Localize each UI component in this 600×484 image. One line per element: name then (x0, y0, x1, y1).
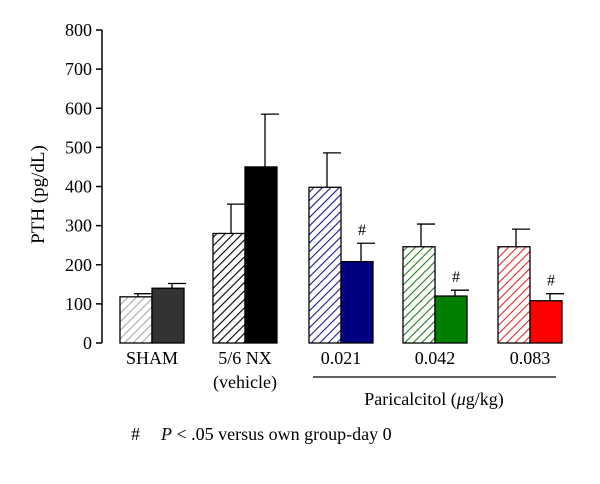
y-tick-label: 400 (65, 177, 92, 197)
footnote: # P < .05 versus own group-day 0 (131, 424, 392, 445)
bar (244, 166, 278, 344)
y-tick-label: 700 (65, 59, 92, 79)
paricalcitol-label: Paricalcitol (μg/kg) (364, 389, 504, 410)
footnote-symbol: # (131, 424, 140, 444)
y-tick-label: 800 (65, 20, 92, 40)
x-category-label: 5/6 NX (218, 348, 272, 368)
y-tick-label: 0 (83, 333, 92, 353)
y-tick-label: 300 (65, 216, 92, 236)
footnote-text: < .05 versus own group-day 0 (172, 424, 392, 444)
y-tick-label: 200 (65, 255, 92, 275)
x-category-label: 0.083 (510, 348, 551, 368)
y-tick-label: 600 (65, 98, 92, 118)
bar (308, 186, 342, 344)
significance-mark: # (358, 222, 366, 239)
x-category-label: 0.042 (415, 348, 456, 368)
x-category-label-line2: (vehicle) (213, 372, 277, 393)
bar (529, 300, 563, 344)
bar (212, 232, 246, 344)
x-category-label: SHAM (126, 348, 178, 368)
footnote-p: P (161, 424, 172, 444)
bar (434, 295, 468, 344)
x-category-label: 0.021 (321, 348, 362, 368)
y-tick-label: 500 (65, 137, 92, 157)
y-axis-title: PTH (pg/dL) (28, 145, 49, 244)
bar (497, 246, 531, 344)
bar (402, 246, 436, 344)
significance-mark: # (452, 269, 460, 286)
bar (151, 287, 185, 344)
significance-mark: # (547, 273, 555, 290)
y-tick-label: 100 (65, 294, 92, 314)
bar (340, 260, 374, 344)
bar (119, 296, 153, 344)
